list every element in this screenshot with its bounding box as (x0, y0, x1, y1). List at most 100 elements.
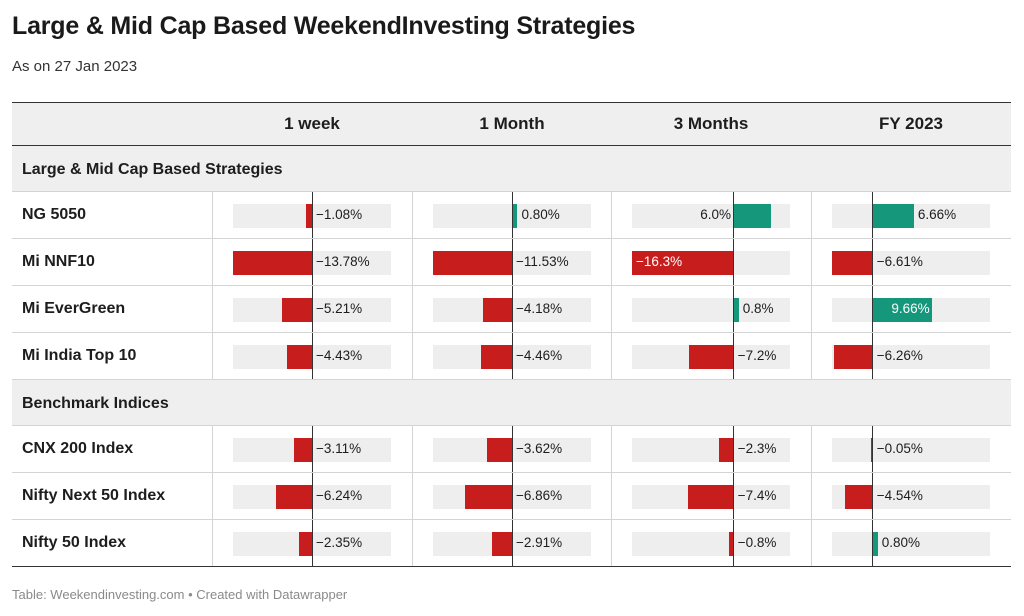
zero-line (311, 473, 313, 519)
negative-bar (487, 438, 512, 462)
chart-title: Large & Mid Cap Based WeekendInvesting S… (12, 12, 636, 40)
zero-line (511, 192, 513, 238)
value-label: 9.66% (891, 301, 930, 316)
negative-bar (492, 532, 512, 556)
value-label: −3.62% (516, 441, 563, 456)
value-cell: −13.78% (212, 239, 412, 285)
zero-line (872, 426, 874, 472)
value-label: −6.61% (876, 254, 923, 269)
zero-line (311, 239, 313, 285)
value-cell: −3.62% (412, 426, 612, 472)
chart-footer: Table: Weekendinvesting.com • Created wi… (12, 587, 348, 602)
negative-bar (433, 251, 512, 275)
table-row: Nifty Next 50 Index −6.24% −6.86% −7.4% −4.5… (12, 473, 1011, 520)
value-cell: −4.54% (811, 473, 1011, 519)
table-row: CNX 200 Index −3.11% −3.62% −2.3% −0.05% (12, 426, 1011, 473)
zero-line (511, 333, 513, 379)
table-row: Mi India Top 10 −4.43% −4.46% −7.2% −6.26% (12, 333, 1011, 380)
positive-bar (733, 204, 772, 228)
table-body: Large & Mid Cap Based Strategies NG 5050 −… (12, 146, 1011, 566)
negative-bar (688, 345, 734, 369)
value-cell: −16.3% (611, 239, 811, 285)
group-header: Benchmark Indices (12, 380, 1011, 426)
value-label: −2.35% (316, 535, 363, 550)
column-header: FY 2023 (879, 114, 943, 133)
row-label: NG 5050 (22, 206, 87, 223)
zero-line (311, 426, 313, 472)
negative-bar (719, 438, 734, 462)
row-label: Mi NNF10 (22, 253, 95, 270)
row-label: CNX 200 Index (22, 440, 134, 457)
zero-line (511, 473, 513, 519)
chart-subtitle: As on 27 Jan 2023 (12, 58, 138, 75)
zero-line (733, 520, 735, 566)
value-label: −4.46% (516, 348, 563, 363)
value-cell: −1.08% (212, 192, 412, 238)
bar-track (632, 298, 790, 322)
zero-line (311, 286, 313, 332)
value-cell: −0.05% (811, 426, 1011, 472)
value-cell: −11.53% (412, 239, 612, 285)
column-header: 3 Months (673, 114, 749, 133)
value-cell: 0.80% (811, 520, 1011, 566)
positive-bar (872, 204, 914, 228)
table-row: NG 5050 −1.08% 0.80% 6.0% 6.66% (12, 192, 1011, 239)
value-cell: −6.86% (412, 473, 612, 519)
negative-bar (282, 298, 312, 322)
positive-bar (512, 204, 518, 228)
value-label: −4.43% (316, 348, 363, 363)
value-cell: −3.11% (212, 426, 412, 472)
value-label: −1.08% (316, 207, 363, 222)
positive-bar (733, 298, 739, 322)
returns-table: 1 week 1 Month 3 Months FY 2023 Large & Mid… (12, 102, 1011, 567)
zero-line (872, 473, 874, 519)
value-cell: −0.8% (611, 520, 811, 566)
column-header: 1 week (284, 114, 340, 133)
negative-bar (483, 298, 512, 322)
value-cell: −4.46% (412, 333, 612, 379)
value-label: −6.86% (516, 488, 563, 503)
value-cell: 9.66% (811, 286, 1011, 332)
zero-line (733, 426, 735, 472)
value-cell: −7.4% (611, 473, 811, 519)
value-label: −13.78% (316, 254, 370, 269)
positive-bar (872, 532, 878, 556)
zero-line (511, 239, 513, 285)
row-label: Mi EverGreen (22, 300, 126, 317)
value-label: −16.3% (636, 254, 683, 269)
negative-bar (286, 345, 312, 369)
zero-line (733, 239, 735, 285)
zero-line (872, 192, 874, 238)
row-label: Nifty Next 50 Index (22, 487, 166, 504)
zero-line (511, 286, 513, 332)
bar-track (832, 438, 990, 462)
table-row: Mi NNF10 −13.78% −11.53% −16.3% −6.61% (12, 239, 1011, 286)
negative-bar (233, 251, 312, 275)
value-cell: −6.24% (212, 473, 412, 519)
value-label: −6.24% (316, 488, 363, 503)
positive-bar (872, 298, 933, 322)
zero-line (511, 520, 513, 566)
negative-bar (276, 485, 312, 509)
value-label: 6.66% (917, 207, 957, 222)
value-label: 6.0% (700, 207, 731, 222)
value-cell: 6.0% (611, 192, 811, 238)
value-cell: −5.21% (212, 286, 412, 332)
negative-bar (464, 485, 512, 509)
value-cell: −2.91% (412, 520, 612, 566)
zero-line (733, 192, 735, 238)
value-cell: 6.66% (811, 192, 1011, 238)
value-cell: −4.43% (212, 333, 412, 379)
value-label: 0.80% (881, 535, 920, 550)
zero-line (872, 520, 874, 566)
value-label: −0.8% (737, 535, 777, 550)
value-label: −3.11% (316, 441, 362, 456)
value-label: −4.54% (876, 488, 923, 503)
negative-bar (687, 485, 734, 509)
zero-line (311, 192, 313, 238)
bar-track (632, 532, 790, 556)
negative-bar (844, 485, 873, 509)
value-cell: 0.8% (611, 286, 811, 332)
negative-bar (832, 251, 873, 275)
negative-bar (728, 532, 734, 556)
